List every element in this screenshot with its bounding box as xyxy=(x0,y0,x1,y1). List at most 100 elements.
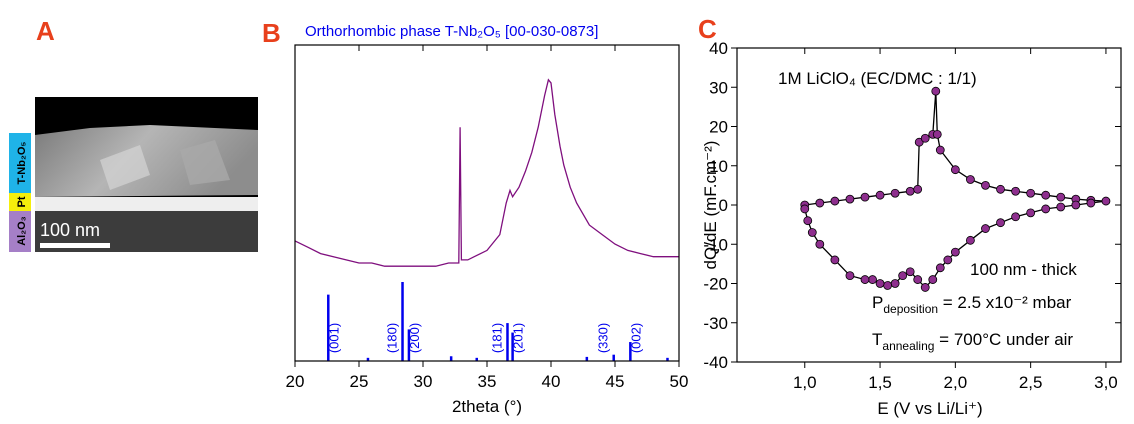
point xyxy=(830,196,840,206)
reference-label: (201) xyxy=(511,323,526,353)
x-axis-label: 2theta (°) xyxy=(452,397,522,416)
point xyxy=(807,228,817,237)
point xyxy=(1101,196,1111,206)
point xyxy=(868,275,877,284)
point xyxy=(966,235,975,245)
annotation: 100 nm - thick xyxy=(970,260,1077,279)
layer-label: T-Nb₂O₅ xyxy=(16,142,28,185)
point xyxy=(1041,204,1051,214)
x-tick-label: 50 xyxy=(670,372,689,391)
x-tick-label: 1,5 xyxy=(868,373,892,392)
point xyxy=(935,145,945,155)
point xyxy=(920,283,930,292)
x-tick-label: 35 xyxy=(478,372,497,391)
point xyxy=(931,86,941,96)
y-tick-label: 40 xyxy=(709,39,728,58)
point xyxy=(928,275,938,284)
point xyxy=(932,129,942,139)
point xyxy=(1026,188,1036,198)
x-tick-label: 40 xyxy=(542,372,561,391)
annotation-rest: = 700°C under air xyxy=(934,330,1073,349)
point xyxy=(943,255,953,265)
point xyxy=(914,137,924,147)
x-tick-label: 30 xyxy=(414,372,433,391)
point xyxy=(950,165,960,175)
point xyxy=(890,188,900,198)
layer-swatch xyxy=(9,133,31,193)
point xyxy=(845,271,855,281)
x-tick-label: 2,5 xyxy=(1019,373,1043,392)
point xyxy=(875,190,885,200)
y-tick-label: -10 xyxy=(703,235,728,254)
point xyxy=(905,186,915,196)
x-tick-label: 2,0 xyxy=(944,373,968,392)
y-tick-label: 30 xyxy=(709,78,728,97)
y-axis-label: dQ/dE (mF.cm⁻²) xyxy=(701,141,720,270)
reference-label: (330) xyxy=(596,323,611,353)
pt-layer xyxy=(35,197,258,211)
series-line xyxy=(804,91,1106,289)
point xyxy=(1071,200,1081,210)
annotation: Tannealing = 700°C under air xyxy=(872,330,1073,353)
point xyxy=(1026,208,1036,218)
point xyxy=(883,281,892,290)
point xyxy=(1086,198,1096,208)
panel-label: A xyxy=(36,16,55,46)
scale-bar xyxy=(40,243,110,248)
point xyxy=(966,175,975,184)
point xyxy=(1041,190,1051,200)
annotation-rest: = 2.5 x10⁻² mbar xyxy=(938,293,1072,312)
plot-frame xyxy=(294,44,680,362)
point xyxy=(875,279,885,288)
x-tick-label: 1,0 xyxy=(793,373,817,392)
layer-swatch xyxy=(9,193,31,211)
point xyxy=(1056,192,1066,202)
y-tick-label: 10 xyxy=(709,157,728,176)
point xyxy=(830,255,840,265)
point xyxy=(845,194,855,204)
point xyxy=(898,271,908,281)
point xyxy=(950,247,960,257)
point xyxy=(981,180,990,190)
point xyxy=(913,275,923,284)
point xyxy=(1056,202,1066,212)
plot-frame xyxy=(736,47,1122,363)
series-line xyxy=(294,78,679,267)
y-tick-label: 20 xyxy=(709,118,728,137)
annotation: 1M LiClO₄ (EC/DMC : 1/1) xyxy=(778,69,977,88)
grain xyxy=(180,140,230,185)
subscript: deposition xyxy=(883,302,938,316)
layer-label: Pt xyxy=(16,196,28,207)
y-tick-label: -30 xyxy=(703,314,728,333)
y-tick-label: 0 xyxy=(719,196,728,215)
y-tick-label: -20 xyxy=(703,275,728,294)
panel-label: B xyxy=(262,18,281,48)
point xyxy=(905,267,915,277)
symbol: P xyxy=(872,293,883,312)
reference-label: (181) xyxy=(489,323,504,353)
x-tick-label: 45 xyxy=(606,372,625,391)
x-tick-label: 3,0 xyxy=(1094,373,1118,392)
point xyxy=(913,184,923,194)
oxide-layer xyxy=(35,125,258,197)
point xyxy=(996,218,1005,228)
y-tick-label: -40 xyxy=(703,353,728,372)
panel-label: C xyxy=(698,14,717,44)
x-tick-label: 20 xyxy=(286,372,305,391)
subscript: annealing xyxy=(882,339,934,353)
point xyxy=(860,275,870,284)
reference-label: (002) xyxy=(628,323,643,353)
point xyxy=(981,224,990,233)
point xyxy=(935,263,945,273)
point xyxy=(815,239,825,249)
point xyxy=(860,192,870,202)
point xyxy=(1011,212,1020,222)
grain xyxy=(100,145,150,190)
annotation: Pdeposition = 2.5 x10⁻² mbar xyxy=(872,293,1072,316)
reference-label: (200) xyxy=(407,323,422,353)
reference-label: (180) xyxy=(385,323,400,353)
point xyxy=(996,184,1005,194)
point xyxy=(803,216,813,226)
